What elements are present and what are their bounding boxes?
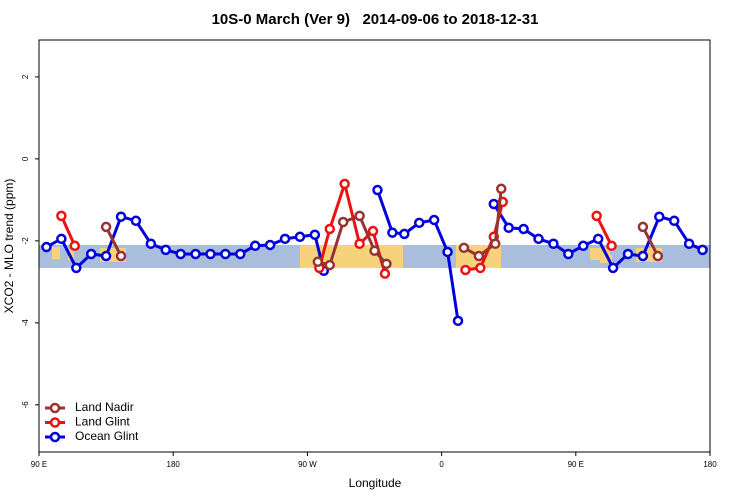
data-point — [100, 250, 112, 262]
data-point — [518, 223, 529, 235]
x-tick-label: 180 — [703, 460, 717, 469]
x-tick-label: 180 — [167, 460, 181, 469]
data-point — [354, 238, 365, 249]
data-point — [160, 244, 171, 256]
data-point — [279, 233, 291, 245]
plot-frame — [38, 39, 711, 453]
y-tick-label: -6 — [21, 401, 30, 409]
data-point — [428, 214, 440, 226]
data-point — [548, 238, 559, 249]
y-axis-label: XCO2 - MLO trend (ppm) — [2, 179, 16, 314]
data-point — [622, 248, 634, 260]
data-point — [56, 233, 67, 245]
data-point — [563, 248, 574, 260]
data-point — [460, 264, 471, 276]
data-point — [452, 315, 464, 327]
y-tick-label: 2 — [21, 74, 30, 79]
data-point — [100, 221, 112, 233]
legend-label: Land Glint — [75, 415, 130, 429]
data-point — [324, 259, 336, 271]
data-point — [458, 242, 470, 254]
data-point — [379, 268, 391, 279]
data-point — [637, 221, 649, 233]
legend-marker — [49, 417, 61, 428]
data-point — [654, 211, 665, 222]
data-point — [652, 250, 664, 262]
data-point — [578, 240, 589, 252]
data-point — [264, 239, 276, 251]
x-tick-label: 0 — [439, 460, 444, 469]
data-point — [533, 233, 544, 245]
data-point — [442, 246, 453, 258]
series-line — [59, 182, 613, 275]
x-tick-label: 90 E — [31, 460, 47, 469]
y-tick-label: 0 — [21, 156, 30, 161]
data-point — [387, 227, 398, 238]
data-point — [399, 228, 410, 240]
data-point — [337, 216, 349, 228]
data-point — [175, 248, 186, 260]
data-point — [85, 248, 97, 260]
legend-label: Ocean Glint — [75, 429, 139, 443]
data-point — [41, 241, 52, 253]
data-point — [607, 262, 619, 274]
data-point — [475, 262, 486, 274]
data-point — [249, 240, 261, 252]
data-point — [309, 229, 321, 240]
legend-label: Land Nadir — [75, 400, 134, 414]
data-point — [381, 258, 392, 270]
x-tick-label: 90 W — [298, 460, 317, 469]
data-point — [130, 215, 142, 227]
data-point — [294, 231, 306, 243]
data-point — [683, 238, 695, 249]
data-point — [205, 248, 216, 260]
data-point — [145, 238, 157, 249]
data-point — [354, 210, 365, 222]
data-point — [606, 240, 617, 252]
data-point — [488, 198, 500, 210]
data-point — [190, 248, 201, 260]
data-point — [592, 233, 604, 245]
data-point — [591, 210, 602, 222]
data-point — [339, 178, 350, 190]
data-point — [637, 250, 649, 262]
data-point — [220, 248, 231, 260]
data-point — [115, 250, 127, 262]
data-point — [503, 222, 514, 234]
legend-marker — [49, 431, 61, 443]
data-point — [56, 210, 67, 222]
data-point — [495, 183, 507, 195]
chart-title: 10S-0 March (Ver 9) 2014-09-06 to 2018-1… — [212, 11, 539, 28]
data-point — [668, 215, 680, 227]
data-point — [490, 238, 501, 249]
data-point — [71, 262, 82, 274]
land — [600, 255, 612, 263]
data-point — [473, 250, 485, 262]
x-axis-label: Longitude — [349, 476, 402, 490]
series-line — [104, 188, 660, 267]
legend-marker — [49, 402, 61, 414]
data-point — [235, 248, 246, 260]
data-point — [367, 225, 379, 237]
y-tick-label: -4 — [21, 319, 30, 327]
data-point — [115, 211, 127, 222]
data-point — [372, 184, 383, 196]
y-tick-label: -2 — [21, 237, 30, 245]
x-tick-label: 90 E — [568, 460, 584, 469]
data-point — [324, 223, 336, 235]
land — [52, 247, 60, 259]
data-point — [697, 244, 708, 256]
data-point — [312, 256, 324, 268]
data-point — [69, 240, 81, 252]
data-point — [369, 245, 380, 256]
data-point — [413, 217, 425, 229]
